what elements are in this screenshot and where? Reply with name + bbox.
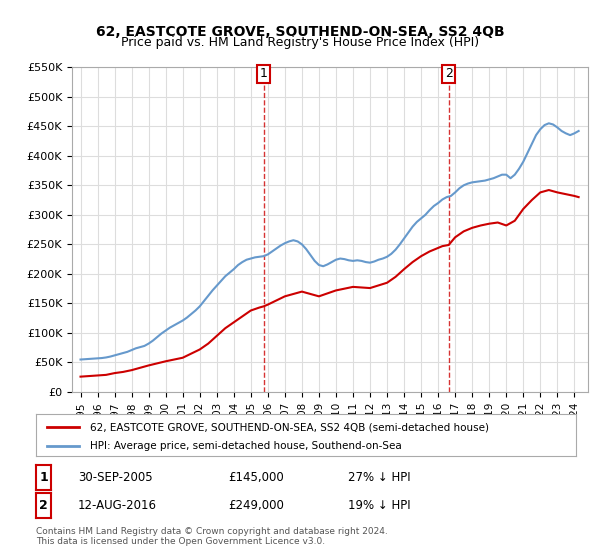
- Text: HPI: Average price, semi-detached house, Southend-on-Sea: HPI: Average price, semi-detached house,…: [90, 441, 402, 451]
- Text: 1: 1: [260, 67, 268, 80]
- Text: 19% ↓ HPI: 19% ↓ HPI: [348, 499, 410, 512]
- Text: 12-AUG-2016: 12-AUG-2016: [78, 499, 157, 512]
- Text: 1: 1: [39, 471, 48, 484]
- Text: Price paid vs. HM Land Registry's House Price Index (HPI): Price paid vs. HM Land Registry's House …: [121, 36, 479, 49]
- Text: 62, EASTCOTE GROVE, SOUTHEND-ON-SEA, SS2 4QB (semi-detached house): 62, EASTCOTE GROVE, SOUTHEND-ON-SEA, SS2…: [90, 422, 489, 432]
- Text: 30-SEP-2005: 30-SEP-2005: [78, 471, 152, 484]
- Text: 2: 2: [39, 499, 48, 512]
- Text: £145,000: £145,000: [228, 471, 284, 484]
- Text: 62, EASTCOTE GROVE, SOUTHEND-ON-SEA, SS2 4QB: 62, EASTCOTE GROVE, SOUTHEND-ON-SEA, SS2…: [95, 25, 505, 39]
- Text: £249,000: £249,000: [228, 499, 284, 512]
- Text: 27% ↓ HPI: 27% ↓ HPI: [348, 471, 410, 484]
- Text: Contains HM Land Registry data © Crown copyright and database right 2024.
This d: Contains HM Land Registry data © Crown c…: [36, 526, 388, 546]
- Text: 2: 2: [445, 67, 452, 80]
